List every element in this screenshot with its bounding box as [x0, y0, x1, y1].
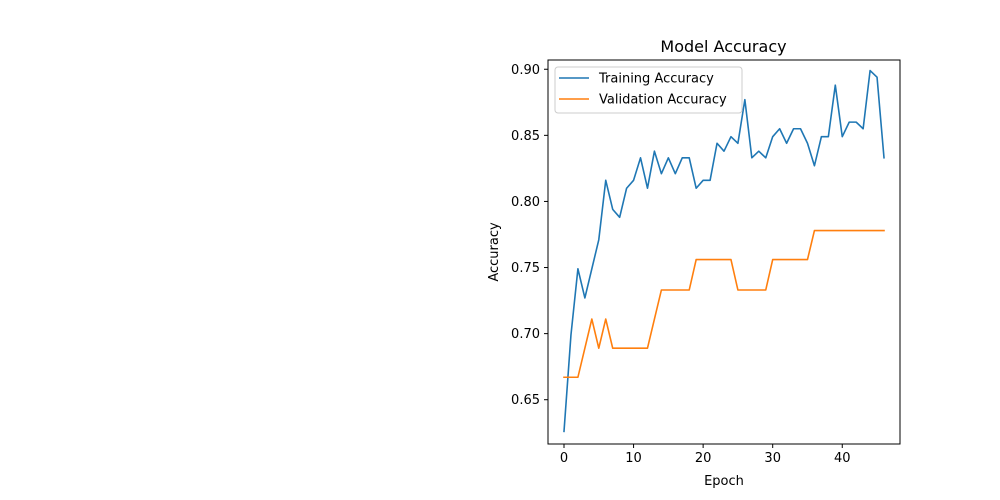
legend-label-validation-accuracy: Validation Accuracy: [599, 93, 727, 108]
plot-frame: [547, 59, 901, 445]
y-tick-label: 0.75: [511, 261, 540, 276]
series-line-training-accuracy: [563, 69, 885, 433]
y-tick-label: 0.65: [511, 393, 540, 408]
legend: Training Accuracy Validation Accuracy: [554, 66, 743, 114]
x-tick-label: 0: [560, 451, 568, 466]
x-axis-label: Epoch: [704, 474, 744, 489]
x-tick-label: 10: [625, 451, 642, 466]
y-axis: 0.65 0.70 0.75 0.80 0.85 0.90: [511, 63, 548, 408]
x-tick-label: 20: [695, 451, 712, 466]
y-axis-label: Accuracy: [487, 222, 502, 282]
y-tick-label: 0.80: [511, 195, 540, 210]
y-tick-label: 0.70: [511, 327, 540, 342]
x-tick-label: 40: [834, 451, 851, 466]
x-axis: 0 10 20 30 40: [560, 444, 851, 466]
legend-label-training-accuracy: Training Accuracy: [598, 72, 714, 87]
y-tick-label: 0.85: [511, 129, 540, 144]
x-tick-label: 30: [764, 451, 781, 466]
series-line-validation-accuracy: [563, 229, 885, 379]
y-tick-label: 0.90: [511, 63, 540, 78]
legend-box: [554, 66, 743, 114]
chart-title: Model Accuracy: [660, 37, 786, 56]
series-layer: [563, 69, 885, 433]
